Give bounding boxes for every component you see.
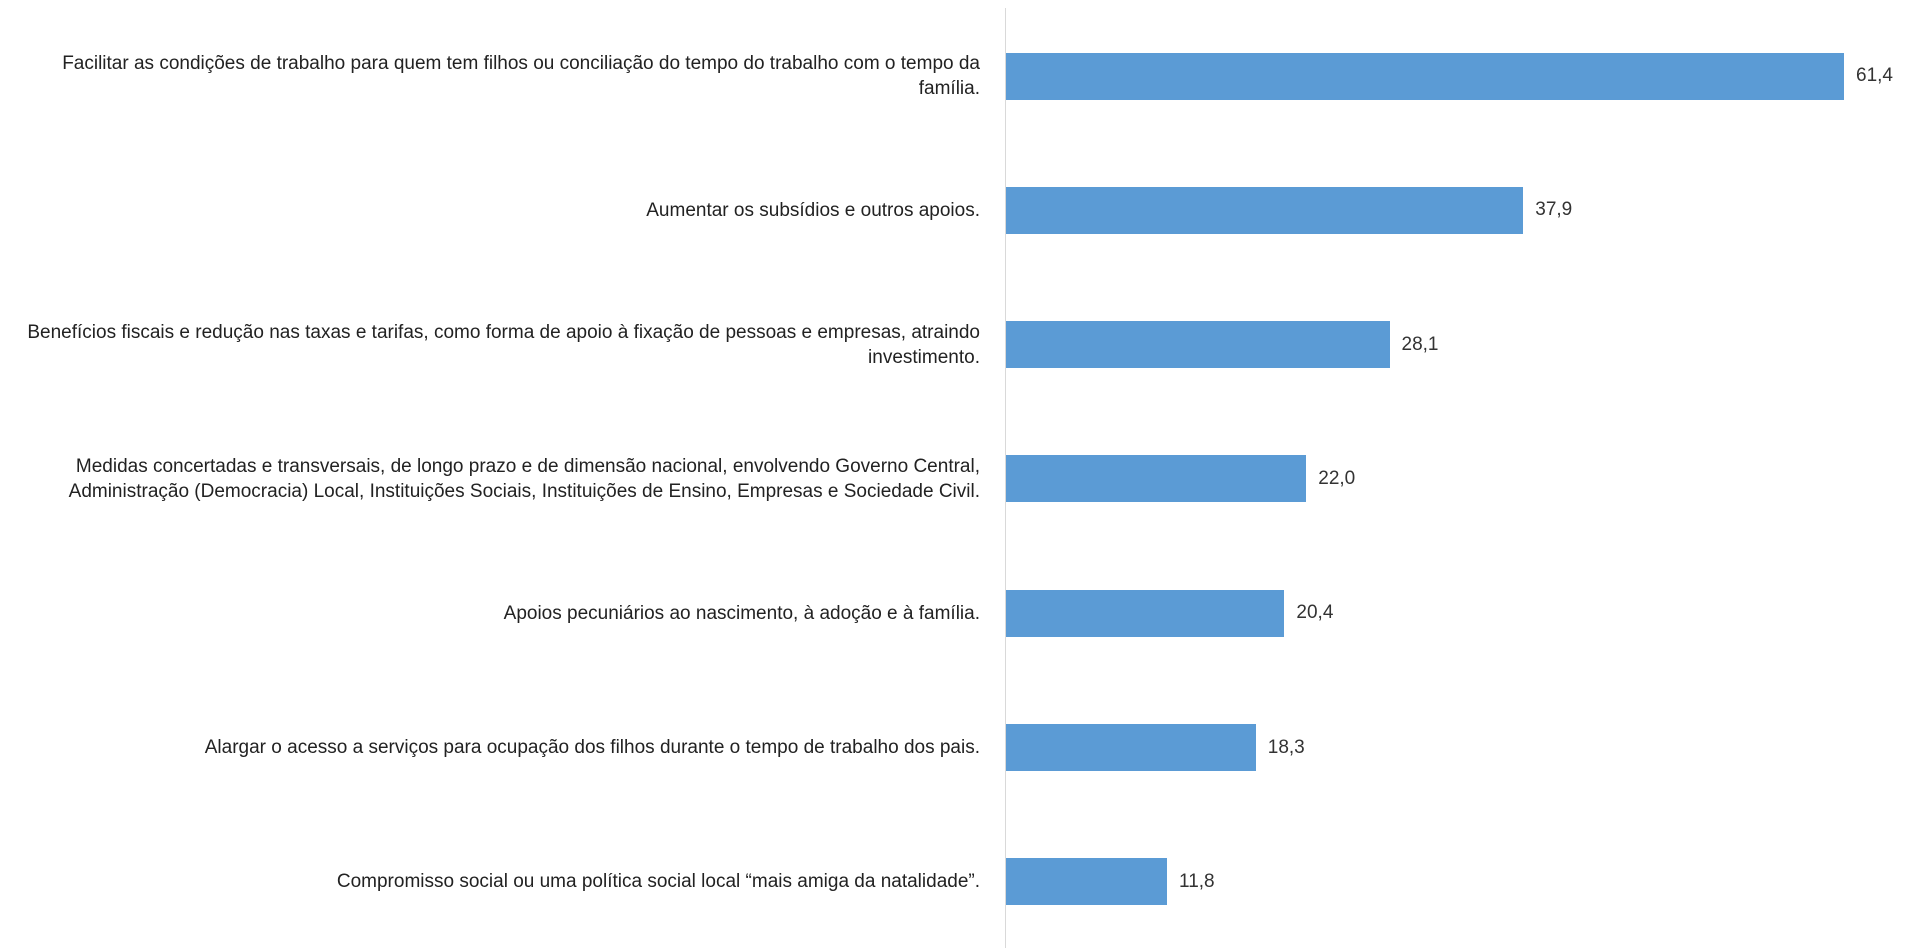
category-label: Alargar o acesso a serviços para ocupaçã…: [204, 737, 980, 758]
axis-line: [1005, 8, 1006, 948]
category-label: Benefícios fiscais e redução nas taxas e…: [27, 321, 980, 368]
bar: [1006, 321, 1390, 369]
category-label: Apoios pecuniários ao nascimento, à adoç…: [503, 602, 980, 624]
bar: [1006, 589, 1285, 637]
value-label: 28,1: [1401, 333, 1439, 355]
bar: [1006, 186, 1524, 234]
value-label: 11,8: [1179, 870, 1215, 892]
bar: [1006, 724, 1256, 771]
category-label: Aumentar os subsídios e outros apoios.: [646, 199, 980, 221]
value-label: 22,0: [1318, 467, 1356, 489]
value-label: 20,4: [1296, 602, 1334, 624]
bar: [1006, 858, 1168, 906]
value-label: 61,4: [1856, 65, 1893, 86]
bar: [1006, 52, 1844, 100]
category-label: Medidas concertadas e transversais, de l…: [68, 455, 980, 502]
category-label: Compromisso social ou uma política socia…: [336, 871, 980, 893]
category-label: Facilitar as condições de trabalho para …: [62, 53, 980, 99]
bar: [1006, 455, 1307, 503]
value-label: 37,9: [1535, 199, 1573, 221]
value-label: 18,3: [1267, 736, 1305, 758]
